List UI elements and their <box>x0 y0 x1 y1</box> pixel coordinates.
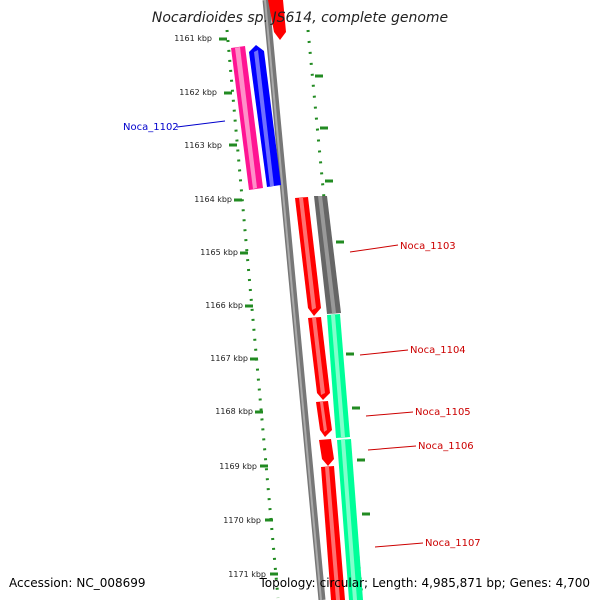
tick-label: 1167 kbp <box>210 354 248 363</box>
topology-label: Topology: <box>259 576 316 590</box>
tick-label: 1169 kbp <box>219 462 257 471</box>
accession-value: NC_008699 <box>76 576 146 590</box>
tick-label: 1166 kbp <box>205 301 243 310</box>
tick-label: 1171 kbp <box>228 570 266 579</box>
right-guide-ticks <box>315 74 370 516</box>
genes-value: 4,700 <box>555 576 590 590</box>
magenta-shading <box>235 47 257 189</box>
tick-label: 1161 kbp <box>174 34 212 43</box>
tick-label: 1165 kbp <box>200 248 238 257</box>
accession-label: Accession: <box>9 576 73 590</box>
tick-label: 1162 kbp <box>179 88 217 97</box>
tick-label: 1170 kbp <box>223 516 261 525</box>
red-1-shading <box>299 198 316 310</box>
red-5-shading <box>325 467 340 600</box>
tick-label: 1163 kbp <box>184 141 222 150</box>
genome-stats: Topology: circular; Length: 4,985,871 bp; Ge… <box>259 576 590 590</box>
gene-label-noca-1103: Noca_1103 <box>400 241 456 252</box>
gray-shading <box>318 196 336 313</box>
gene-label-noca-1105: Noca_1105 <box>415 407 471 418</box>
red-3-shading <box>320 402 327 432</box>
gene-label-noca-1107: Noca_1107 <box>425 538 481 549</box>
length-value: 4,985,871 bp; <box>421 576 506 590</box>
gene-label-noca-1106: Noca_1106 <box>418 441 474 452</box>
backbone-highlight <box>264 0 322 600</box>
gene-label-noca-1104: Noca_1104 <box>410 345 466 356</box>
tick-label: 1164 kbp <box>194 195 232 204</box>
green-2-shading <box>341 440 357 600</box>
genome-title: Nocardioides sp. JS614, complete genome <box>151 10 449 26</box>
gene-feature-top[interactable] <box>268 0 286 40</box>
gene-label-noca-1102: Noca_1102 <box>123 122 179 133</box>
gene-labels[interactable]: Noca_1102 Noca_1103 Noca_1104 Noca_1105 … <box>123 122 481 549</box>
genes-label: Genes: <box>509 576 552 590</box>
accession-info: Accession: NC_008699 <box>9 576 146 590</box>
blue-shading <box>254 50 274 186</box>
length-label: Length: <box>372 576 418 590</box>
green-1-shading <box>331 315 345 437</box>
scale-ticks <box>219 37 278 576</box>
tick-label: 1168 kbp <box>215 407 253 416</box>
topology-value: circular; <box>319 576 369 590</box>
leader-lines <box>176 120 424 548</box>
red-2-shading <box>312 318 325 395</box>
scale-labels: 1161 kbp 1162 kbp 1163 kbp 1164 kbp 1165… <box>174 34 266 579</box>
gene-feature-noca-1106[interactable] <box>319 439 334 466</box>
